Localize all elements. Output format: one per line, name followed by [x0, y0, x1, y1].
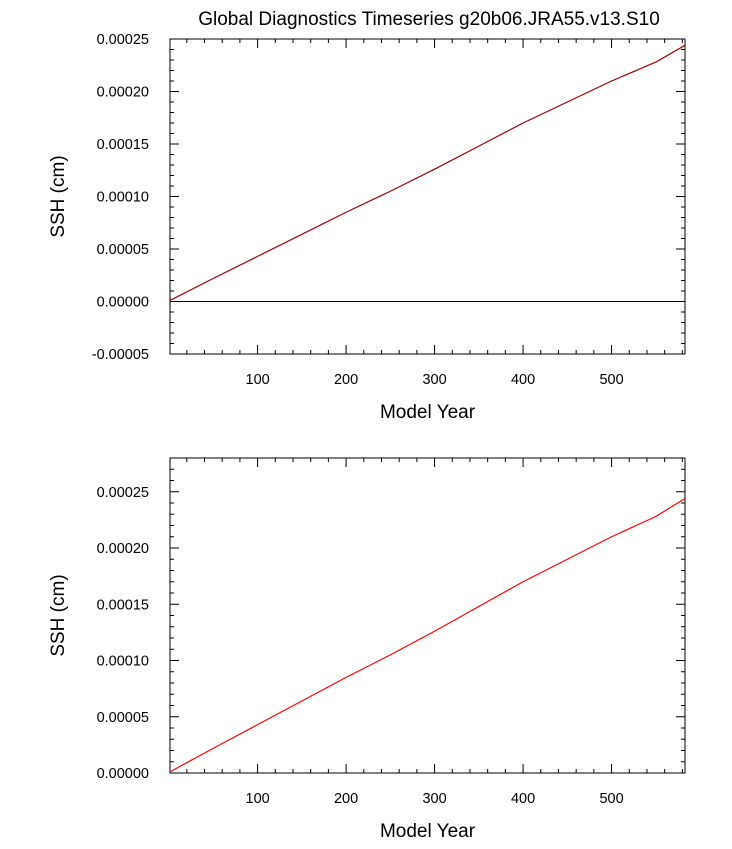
figure-title: Global Diagnostics Timeseries g20b06.JRA…	[198, 9, 660, 30]
plot-frame	[169, 38, 686, 355]
y-tick-label: 0.00010	[97, 190, 149, 206]
y-axis-title: SSH (cm)	[48, 155, 69, 237]
y-tick-label: 0.00015	[97, 597, 149, 613]
x-tick-label: 300	[422, 372, 446, 388]
y-tick-label: 0.00020	[97, 85, 149, 101]
y-tick-label: 0.00015	[97, 137, 149, 153]
x-tick-label: 100	[246, 791, 270, 807]
x-tick-label: 200	[334, 372, 358, 388]
x-tick-label: 400	[511, 791, 535, 807]
series-line	[169, 44, 686, 301]
x-tick-label: 200	[334, 791, 358, 807]
top-panel: 100 200 300 400 500 -0.00005 0.00000 0.00005 0.0…	[48, 32, 686, 423]
series-line	[169, 497, 686, 773]
x-axis-title: Model Year	[380, 821, 476, 842]
y-axis-title: SSH (cm)	[48, 574, 69, 656]
x-tick-label: 100	[246, 372, 270, 388]
x-tick-label: 300	[422, 791, 446, 807]
y-tick-label: 0.00005	[97, 242, 149, 258]
y-tick-label: -0.00005	[92, 347, 149, 363]
x-tick-label: 500	[599, 791, 623, 807]
x-axis-title: Model Year	[380, 402, 476, 423]
y-tick-label: 0.00025	[97, 32, 149, 48]
plot-frame	[169, 457, 686, 774]
y-tick-label: 0.00000	[97, 766, 149, 782]
y-tick-label: 0.00020	[97, 541, 149, 557]
y-tick-label: 0.00000	[97, 295, 149, 311]
x-tick-label: 400	[511, 372, 535, 388]
y-tick-label: 0.00025	[97, 485, 149, 501]
bottom-panel: 100 200 300 400 500 0.00000 0.00005 0.00010 0.00…	[48, 457, 686, 842]
y-tick-label: 0.00005	[97, 710, 149, 726]
y-tick-label: 0.00010	[97, 654, 149, 670]
x-tick-label: 500	[599, 372, 623, 388]
